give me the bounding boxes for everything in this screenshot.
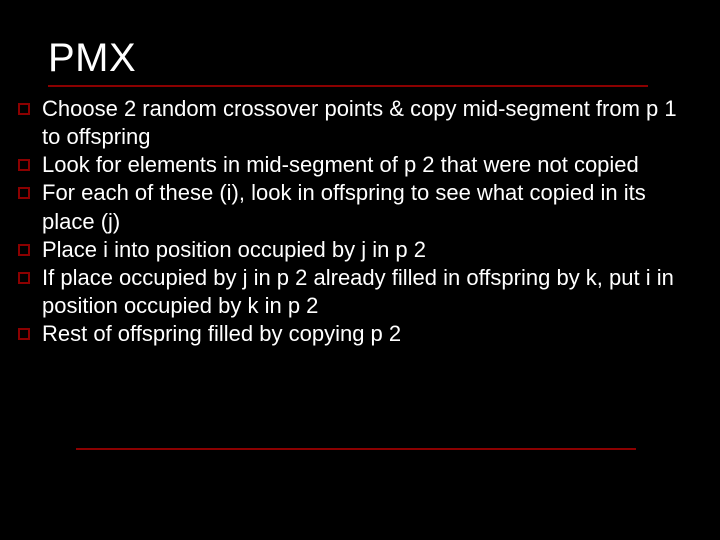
- bullet-box-icon: [18, 159, 30, 171]
- slide-title: PMX: [48, 36, 690, 81]
- list-item: Place i into position occupied by j in p…: [48, 236, 690, 264]
- bullet-text: Place i into position occupied by j in p…: [42, 236, 426, 264]
- bottom-underline: [76, 448, 636, 450]
- list-item: Rest of offspring filled by copying p 2: [48, 320, 690, 348]
- bullet-text: Rest of offspring filled by copying p 2: [42, 320, 401, 348]
- bullet-box-icon: [18, 103, 30, 115]
- list-item: Choose 2 random crossover points & copy …: [48, 95, 690, 151]
- bullet-list: Choose 2 random crossover points & copy …: [48, 95, 690, 348]
- bullet-box-icon: [18, 187, 30, 199]
- bullet-box-icon: [18, 328, 30, 340]
- list-item: If place occupied by j in p 2 already fi…: [48, 264, 690, 320]
- bullet-text: Choose 2 random crossover points & copy …: [42, 95, 690, 151]
- title-underline: [48, 85, 648, 87]
- bullet-box-icon: [18, 272, 30, 284]
- list-item: For each of these (i), look in offspring…: [48, 179, 690, 235]
- bullet-text: For each of these (i), look in offspring…: [42, 179, 690, 235]
- bullet-box-icon: [18, 244, 30, 256]
- slide: PMX Choose 2 random crossover points & c…: [0, 0, 720, 540]
- bullet-text: Look for elements in mid-segment of p 2 …: [42, 151, 639, 179]
- list-item: Look for elements in mid-segment of p 2 …: [48, 151, 690, 179]
- bullet-text: If place occupied by j in p 2 already fi…: [42, 264, 690, 320]
